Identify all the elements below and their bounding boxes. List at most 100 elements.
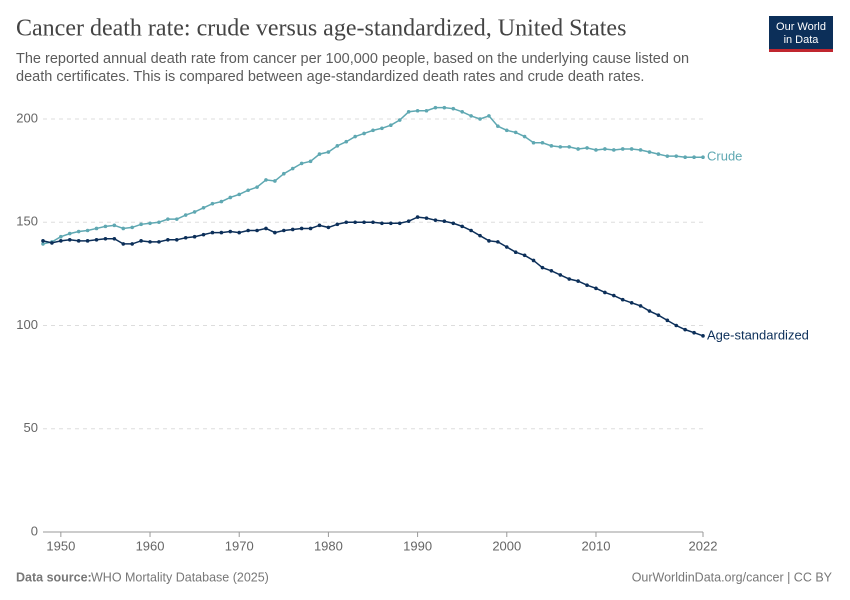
- point: [174, 238, 179, 242]
- point: [326, 150, 331, 154]
- point: [166, 217, 170, 221]
- x-tick-label: 2010: [582, 538, 611, 553]
- point: [371, 220, 375, 225]
- point: [389, 123, 393, 127]
- point: [139, 239, 143, 243]
- point: [674, 323, 679, 328]
- point: [531, 258, 536, 263]
- logo-text: Our World: [776, 21, 826, 33]
- point: [219, 199, 224, 204]
- point: [576, 279, 580, 283]
- point: [246, 228, 250, 233]
- point: [344, 220, 349, 225]
- point: [612, 293, 616, 298]
- point: [504, 245, 509, 249]
- point: [380, 126, 384, 131]
- point: [620, 147, 625, 151]
- point: [210, 201, 215, 206]
- point: [620, 297, 625, 302]
- y-tick-label: 200: [16, 110, 38, 125]
- point: [192, 210, 197, 214]
- point: [112, 223, 117, 228]
- point: [692, 330, 696, 335]
- point: [85, 239, 90, 243]
- point: [353, 134, 357, 139]
- y-tick-label: 100: [16, 317, 38, 332]
- point: [549, 144, 554, 148]
- point: [424, 108, 429, 113]
- point: [433, 105, 438, 110]
- point: [264, 226, 268, 231]
- point: [531, 140, 536, 145]
- point: [665, 154, 670, 158]
- point: [201, 232, 206, 237]
- point: [41, 239, 45, 243]
- point: [692, 155, 696, 160]
- point: [567, 277, 572, 281]
- logo-bar: [769, 49, 833, 52]
- point: [201, 205, 206, 210]
- x-tick-label: 1950: [46, 538, 75, 553]
- point: [121, 226, 126, 231]
- point: [344, 139, 349, 144]
- point: [264, 178, 268, 182]
- point: [76, 229, 81, 234]
- y-tick-label: 50: [24, 420, 38, 435]
- point: [183, 235, 188, 240]
- point: [308, 159, 313, 164]
- point: [612, 148, 616, 152]
- series-label: Age-standardized: [707, 327, 809, 342]
- point: [522, 253, 527, 258]
- point: [371, 128, 375, 133]
- point: [683, 327, 687, 332]
- point: [567, 145, 572, 149]
- point: [130, 242, 134, 246]
- point: [237, 192, 242, 197]
- point: [299, 161, 304, 166]
- point: [629, 147, 634, 151]
- point: [103, 236, 108, 241]
- point: [558, 145, 563, 149]
- point: [41, 242, 45, 246]
- point: [94, 238, 99, 242]
- point: [317, 152, 322, 156]
- point: [415, 108, 420, 113]
- x-tick-label: 1970: [225, 538, 254, 553]
- point: [389, 221, 393, 226]
- x-tick-label: 1990: [403, 538, 432, 553]
- point: [576, 147, 580, 151]
- point: [674, 154, 679, 158]
- point: [406, 219, 411, 224]
- point: [594, 286, 598, 291]
- point: [478, 233, 482, 238]
- chart-title: Cancer death rate: crude versus age-stan…: [16, 16, 626, 42]
- point: [282, 228, 286, 233]
- x-tick-label: 1960: [136, 538, 165, 553]
- point: [460, 224, 464, 229]
- x-tick-label: 2000: [492, 538, 521, 553]
- subtitle: The reported annual death rate from canc…: [16, 51, 689, 67]
- y-tick-label: 0: [31, 523, 38, 538]
- point: [603, 147, 607, 151]
- point: [380, 221, 384, 226]
- logo[interactable]: [769, 16, 833, 52]
- point: [174, 217, 179, 221]
- point: [478, 117, 482, 121]
- point: [210, 230, 215, 235]
- point: [442, 105, 447, 110]
- point: [112, 236, 117, 241]
- point: [308, 226, 313, 231]
- point: [228, 195, 233, 200]
- footer-link[interactable]: OurWorldinData.org/cancer | CC BY: [632, 570, 833, 584]
- point: [67, 231, 72, 236]
- point: [513, 130, 518, 135]
- point: [166, 238, 170, 242]
- point: [103, 224, 108, 229]
- point: [353, 220, 357, 225]
- point: [638, 304, 643, 308]
- source-label: Data source:: [16, 570, 92, 584]
- source: WHO Mortality Database (2025): [91, 570, 269, 584]
- point: [130, 225, 134, 230]
- point: [469, 114, 473, 118]
- point: [299, 226, 304, 231]
